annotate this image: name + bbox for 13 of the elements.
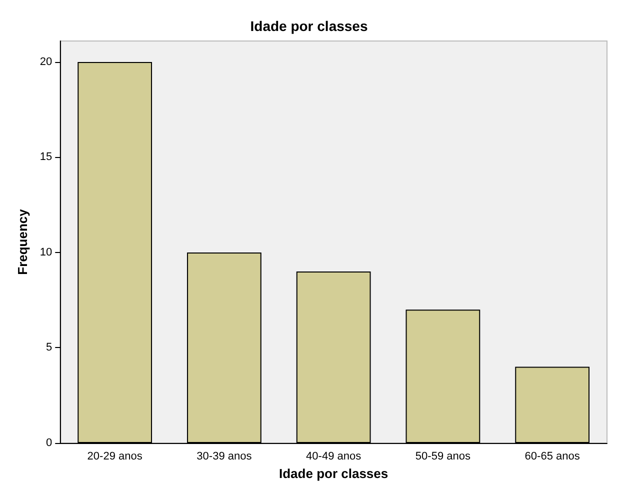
x-tick-label: 40-49 anos [306, 450, 362, 462]
y-tick-label: 0 [46, 437, 52, 449]
y-tick-label: 10 [40, 246, 52, 258]
chart-title: Idade por classes [250, 18, 368, 34]
y-tick-label: 20 [40, 56, 52, 68]
y-tick-label: 15 [40, 151, 52, 164]
y-axis-title: Frequency [15, 208, 30, 275]
x-tick-label: 50-59 anos [415, 450, 471, 462]
x-tick-label: 60-65 anos [524, 450, 580, 462]
y-tick-label: 5 [46, 342, 52, 354]
x-tick-label: 30-39 anos [196, 450, 252, 462]
x-tick-label: 20-29 anos [87, 450, 143, 462]
x-axis-title: Idade por classes [279, 466, 388, 481]
